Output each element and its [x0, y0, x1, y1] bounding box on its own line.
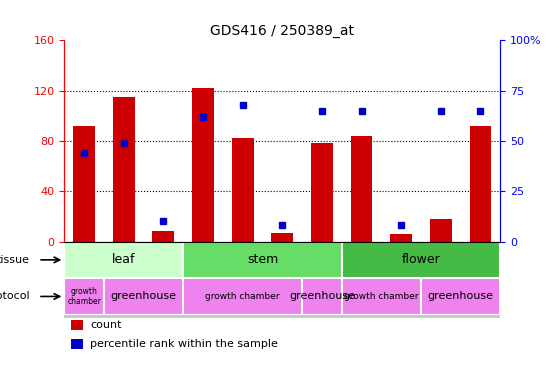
Bar	[183, 242, 342, 278]
Text: greenhouse: greenhouse	[289, 291, 355, 302]
Bar	[73, 126, 95, 242]
Text: growth
chamber: growth chamber	[67, 287, 101, 306]
Bar	[64, 278, 104, 315]
Bar	[342, 242, 500, 278]
Bar	[342, 278, 421, 315]
Text: count: count	[91, 320, 122, 330]
Text: growth protocol: growth protocol	[0, 291, 30, 302]
Text: greenhouse: greenhouse	[428, 291, 494, 302]
Text: leaf: leaf	[112, 253, 135, 266]
Bar	[113, 97, 135, 242]
Bar	[430, 219, 452, 242]
Text: percentile rank within the sample: percentile rank within the sample	[91, 339, 278, 349]
Bar	[223, 242, 263, 318]
Bar	[342, 242, 381, 318]
Text: stem: stem	[247, 253, 278, 266]
Bar	[421, 278, 500, 315]
Bar	[183, 242, 223, 318]
Bar	[183, 278, 302, 315]
Bar	[232, 138, 254, 242]
Title: GDS416 / 250389_at: GDS416 / 250389_at	[210, 24, 354, 38]
Bar	[381, 242, 421, 318]
Bar	[302, 242, 342, 318]
Bar	[71, 320, 83, 330]
Bar	[263, 242, 302, 318]
Text: greenhouse: greenhouse	[111, 291, 177, 302]
Text: flower: flower	[402, 253, 440, 266]
Bar	[104, 242, 144, 318]
Bar	[71, 339, 83, 349]
Bar	[421, 242, 461, 318]
Bar	[153, 232, 174, 242]
Bar	[302, 278, 342, 315]
Text: tissue: tissue	[0, 255, 30, 265]
Bar	[272, 233, 293, 242]
Bar	[144, 242, 183, 318]
Text: growth chamber: growth chamber	[344, 292, 419, 301]
Bar	[461, 242, 500, 318]
Bar	[470, 126, 491, 242]
Bar	[350, 136, 372, 242]
Bar	[390, 234, 412, 242]
Bar	[311, 143, 333, 242]
Bar	[64, 242, 104, 318]
Bar	[64, 242, 183, 278]
Bar	[192, 88, 214, 242]
Text: growth chamber: growth chamber	[205, 292, 280, 301]
Bar	[104, 278, 183, 315]
